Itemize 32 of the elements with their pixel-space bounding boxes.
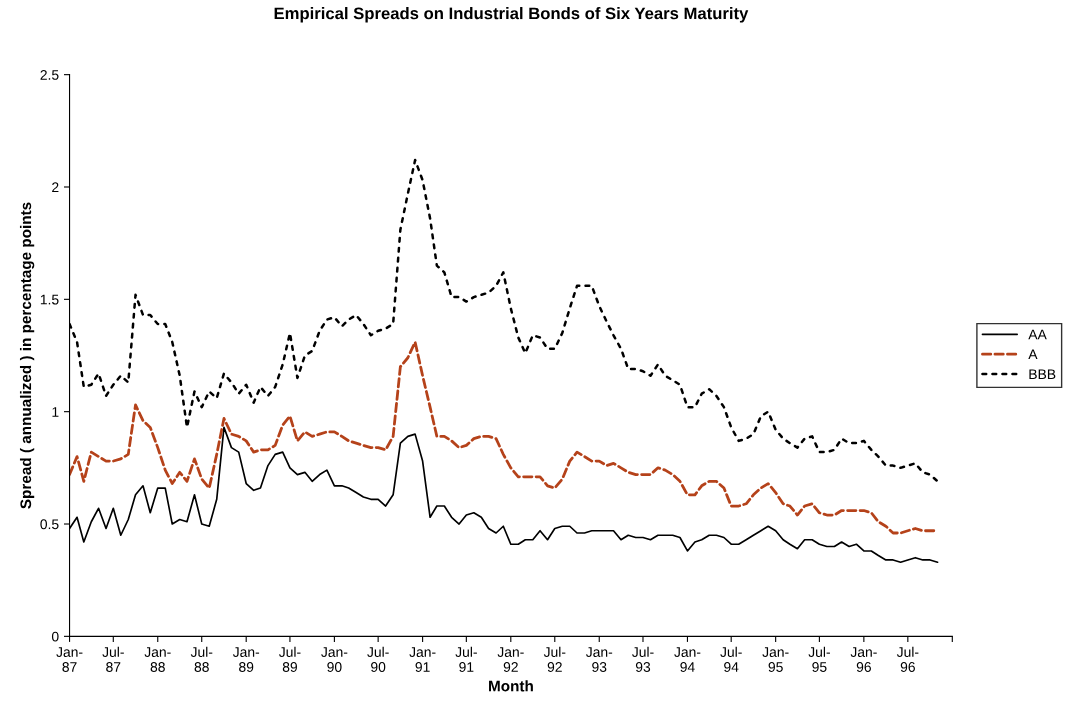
y-tick-label: 0.5 xyxy=(40,519,59,530)
x-tick-label: Jul- 89 xyxy=(278,646,301,672)
x-tick-label: Jul- 90 xyxy=(367,646,389,672)
x-tick-label: Jan- 89 xyxy=(232,647,260,672)
y-tick-label: 1 xyxy=(52,407,59,417)
x-tick-label: Jan- 92 xyxy=(497,647,524,672)
x-tick-label: Jan- 95 xyxy=(762,647,789,672)
x-tick-label: Jan- 88 xyxy=(144,647,171,672)
y-tick-label: 2.5 xyxy=(40,69,59,80)
x-tick-label: Jul- 96 xyxy=(896,646,919,672)
x-tick-label: Jan- 93 xyxy=(585,647,613,672)
x-axis-title: Month xyxy=(489,680,533,692)
x-tick-label: Jul- 87 xyxy=(102,646,124,672)
x-tick-label: Jul- 88 xyxy=(190,646,213,672)
x-tick-label: Jan- 90 xyxy=(321,647,348,672)
legend-label: A xyxy=(1028,349,1038,360)
y-axis-title: Spread ( annualized ) in percentage points xyxy=(19,202,35,509)
chart-title: Empirical Spreads on Industrial Bonds of Six Years Maturity xyxy=(274,7,749,23)
y-tick-label: 1.5 xyxy=(40,294,59,305)
x-tick-label: Jan- 91 xyxy=(409,647,436,672)
x-tick-label: Jul- 94 xyxy=(720,646,742,672)
x-tick-label: Jul- 93 xyxy=(632,646,654,672)
x-tick-label: Jan- 96 xyxy=(850,647,877,672)
legend-label: BBB xyxy=(1029,369,1056,379)
y-tick-label: 0 xyxy=(51,631,59,642)
x-tick-label: Jul- 92 xyxy=(543,646,566,672)
x-tick-label: Jul- 95 xyxy=(808,646,830,672)
legend-label: AA xyxy=(1028,329,1047,340)
x-tick-label: Jul- 91 xyxy=(455,646,477,672)
x-tick-label: Jan- 87 xyxy=(56,647,83,672)
x-tick-label: Jan- 94 xyxy=(674,647,701,672)
y-tick-label: 2 xyxy=(52,182,59,193)
